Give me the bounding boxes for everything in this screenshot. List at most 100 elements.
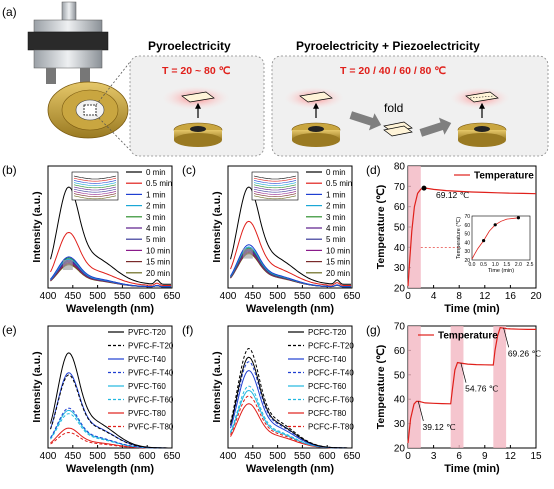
inset-series-line bbox=[253, 180, 297, 184]
plot-frame bbox=[227, 325, 353, 449]
legend-label: 0 min bbox=[146, 168, 166, 177]
legend-label: PVFC-F-T40 bbox=[128, 369, 174, 378]
x-axis-label: Wavelength (nm) bbox=[246, 303, 335, 315]
legend-label: Temperature bbox=[474, 171, 534, 182]
legend-label: PCFC-T40 bbox=[308, 355, 347, 364]
y-tick-label: 20 bbox=[394, 284, 406, 295]
x-tick-label: 4 bbox=[431, 291, 437, 302]
chart-c: 400 450 500 550 600 650 Wavelength (nm) Intensi… bbox=[211, 165, 361, 315]
y-tick-label: 30 bbox=[394, 419, 406, 430]
x-tick-label: 450 bbox=[244, 451, 261, 462]
annotation-pointer bbox=[460, 363, 467, 383]
legend-label: 15 min bbox=[146, 258, 170, 267]
x-axis-label: Time (min) bbox=[444, 303, 500, 315]
y-tick-label: 70 bbox=[394, 322, 406, 333]
inset-series-line bbox=[73, 180, 117, 184]
series-line bbox=[50, 186, 171, 285]
x-tick-label: 650 bbox=[344, 291, 361, 302]
panel-letter-c: (c) bbox=[182, 163, 196, 177]
legend-label: PVFC-F-T60 bbox=[128, 396, 174, 405]
legend-label: 0 min bbox=[326, 168, 346, 177]
highlight-region bbox=[242, 248, 253, 259]
chart-b: 400 450 500 550 600 650 Wavelength (nm) Intensi… bbox=[31, 165, 181, 315]
temperature-annotation: 39.12 ℃ bbox=[423, 422, 457, 432]
legend-label: 10 min bbox=[146, 246, 170, 255]
series-line bbox=[230, 186, 351, 285]
legend-label: PVFC-T40 bbox=[128, 355, 166, 364]
inset-marker bbox=[516, 216, 521, 220]
inset-series-line bbox=[253, 186, 297, 191]
x-tick-label: 600 bbox=[139, 291, 156, 302]
inset-y-tick-label: 50 bbox=[464, 232, 470, 238]
legend-label: PCFC-T60 bbox=[308, 382, 347, 391]
legend-label: PCFC-T80 bbox=[308, 409, 347, 418]
inset-series-line bbox=[73, 186, 117, 191]
highlight-region bbox=[62, 260, 73, 271]
panel-letter-f: (f) bbox=[182, 323, 193, 337]
inset-series-line bbox=[253, 191, 297, 195]
plot-frame bbox=[47, 325, 173, 449]
series-line bbox=[50, 352, 171, 449]
x-axis-label: Wavelength (nm) bbox=[246, 463, 335, 475]
x-tick-label: 550 bbox=[114, 291, 131, 302]
panel-letter-e: (e) bbox=[2, 323, 17, 337]
annotation-pointer bbox=[417, 401, 424, 421]
legend-label: PVFC-F-T80 bbox=[128, 423, 174, 432]
legend-label: 1 min bbox=[146, 190, 166, 199]
legend-label: 10 min bbox=[326, 246, 350, 255]
inset-series-line bbox=[73, 191, 117, 195]
chart-e: 400 450 500 550 600 650 Wavelength (nm) Intensi… bbox=[31, 325, 181, 475]
panel-letter-b: (b) bbox=[2, 163, 17, 177]
series-line bbox=[230, 220, 351, 286]
heating-region bbox=[408, 166, 421, 288]
x-tick-label: 650 bbox=[164, 451, 181, 462]
pyroelectricity-box: Pyroelectricity T = 20 ~ 80 ℃ bbox=[129, 39, 265, 157]
y-axis-label: Temperature (℃) bbox=[375, 185, 387, 270]
panel-a: (a) Pyroelectricity T = 20 ~ 80 ℃ bbox=[2, 1, 549, 157]
inset-series-line bbox=[253, 195, 297, 200]
legend-label: PCFC-F-T60 bbox=[308, 396, 354, 405]
y-tick-label: 60 bbox=[394, 202, 406, 213]
inset-series-line bbox=[73, 175, 117, 180]
y-tick-label: 60 bbox=[394, 346, 406, 357]
x-tick-label: 450 bbox=[64, 291, 81, 302]
x-tick-label: 400 bbox=[40, 291, 57, 302]
legend-label: PVFC-T80 bbox=[128, 409, 166, 418]
y-tick-label: 70 bbox=[394, 182, 406, 193]
y-tick-label: 50 bbox=[394, 223, 406, 234]
inset-series-line bbox=[253, 175, 297, 180]
y-tick-label: 20 bbox=[394, 444, 406, 455]
x-tick-label: 6 bbox=[456, 451, 462, 462]
x-tick-label: 500 bbox=[89, 451, 106, 462]
annotation-pointer bbox=[503, 327, 510, 348]
x-tick-label: 9 bbox=[482, 451, 488, 462]
y-tick-label: 40 bbox=[394, 243, 406, 254]
x-axis-label: Time (min) bbox=[444, 463, 500, 475]
legend-label: 2 min bbox=[146, 202, 166, 211]
x-tick-label: 12 bbox=[505, 451, 517, 462]
legend-label: 3 min bbox=[146, 213, 166, 222]
legend-label: PVFC-F-T20 bbox=[128, 342, 174, 351]
x-tick-label: 650 bbox=[344, 451, 361, 462]
sample-holder-device bbox=[27, 1, 129, 139]
legend-label: 5 min bbox=[146, 235, 166, 244]
series-line bbox=[230, 244, 351, 288]
plot-frame bbox=[47, 165, 173, 289]
series-line bbox=[50, 231, 171, 286]
x-tick-label: 500 bbox=[269, 291, 286, 302]
legend-label: 1 min bbox=[326, 190, 346, 199]
x-axis-label: Wavelength (nm) bbox=[66, 463, 155, 475]
x-tick-label: 16 bbox=[505, 291, 517, 302]
inset-y-tick-label: 30 bbox=[464, 249, 470, 255]
legend-label: 15 min bbox=[326, 258, 350, 267]
legend-label: PCFC-T20 bbox=[308, 328, 347, 337]
inset-y-tick-label: 60 bbox=[464, 223, 470, 229]
series-line bbox=[230, 356, 351, 449]
inset-y-tick-label: 40 bbox=[464, 240, 470, 246]
inset-x-tick-label: 0.0 bbox=[469, 262, 476, 268]
inset-series-line bbox=[253, 188, 297, 193]
x-tick-label: 600 bbox=[139, 451, 156, 462]
box1-temperature: T = 20 ~ 80 ℃ bbox=[162, 65, 231, 77]
